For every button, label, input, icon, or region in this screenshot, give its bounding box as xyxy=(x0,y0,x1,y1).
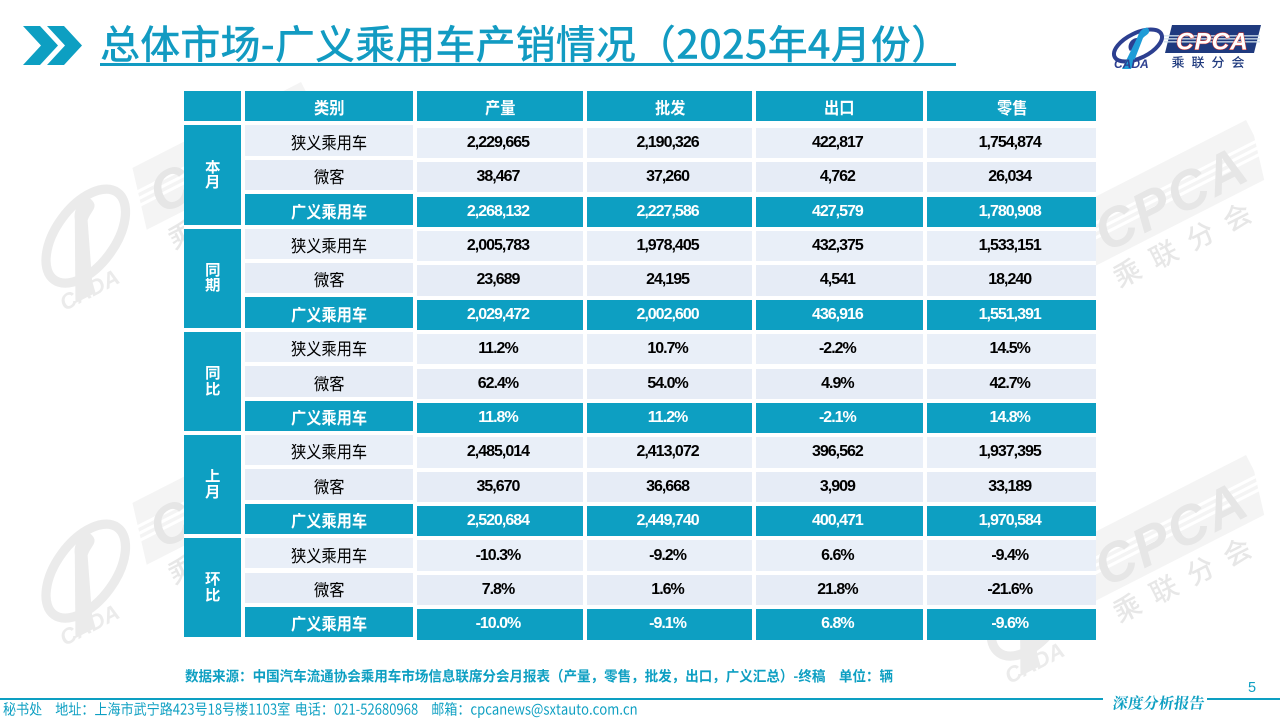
svg-text:CADA: CADA xyxy=(1114,57,1149,71)
svg-text:CPCA: CPCA xyxy=(1176,29,1249,56)
